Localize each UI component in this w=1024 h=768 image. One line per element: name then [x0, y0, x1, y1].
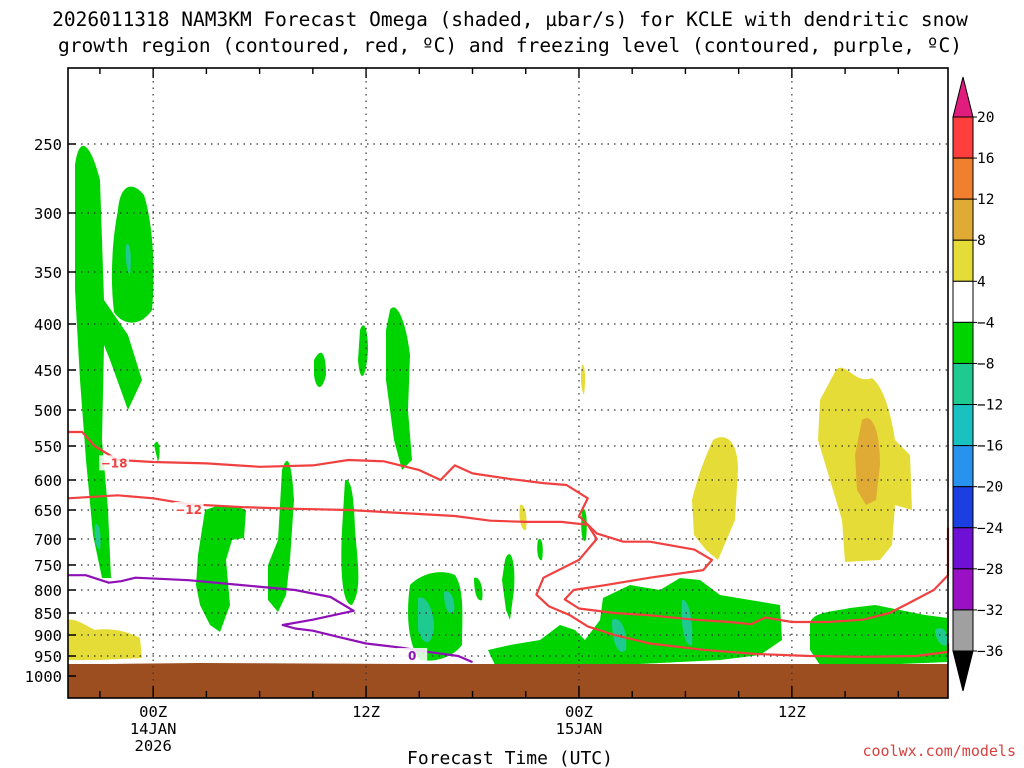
omega-area-green-10: [408, 572, 463, 661]
omega-area-orange-1: [855, 418, 880, 505]
x-axis-title: Forecast Time (UTC): [407, 748, 613, 768]
y-tick-label: 1000: [25, 668, 62, 686]
omega-area-yellow-5: [519, 504, 527, 531]
omega-area-green-1: [75, 145, 142, 578]
y-tick-label: 250: [34, 136, 62, 154]
plot-frame: [67, 67, 949, 699]
colorbar-tick-label: 8: [977, 233, 986, 249]
y-tick-label: 900: [34, 627, 62, 645]
contour-label-bg: [173, 502, 204, 517]
x-tick-label: 14JAN: [130, 720, 177, 738]
omega-area-green-13: [537, 538, 543, 561]
colorbar-segment: [952, 527, 974, 570]
dotted-gridlines: [68, 68, 948, 698]
omega-area-green-11: [474, 577, 483, 601]
colorbar-top-arrow: [952, 76, 974, 118]
omega-area-yellow-4: [580, 364, 586, 395]
y-tick-label: 750: [34, 557, 62, 575]
colorbar-tick-label: −28: [977, 562, 1003, 578]
y-tick-label: 800: [34, 582, 62, 600]
contour-line-0: [68, 430, 950, 626]
colorbar-tick-label: 16: [977, 151, 994, 167]
x-tick-label: 00Z: [139, 703, 167, 721]
plot-area: −18 −12 0: [67, 67, 950, 699]
contour-line-2: [68, 574, 473, 664]
chart-title-line-1: 2026011318 NAM3KM Forecast Omega (shaded…: [52, 8, 968, 31]
x-tick-label: 15JAN: [556, 720, 603, 738]
omega-area-yellow-1: [68, 619, 142, 660]
omega-area-green-3: [154, 441, 160, 462]
colorbar-tick-label: −4: [977, 315, 995, 331]
omega-area-green-8: [386, 307, 412, 470]
omega-area-teal-1: [125, 244, 131, 275]
colorbar-tick-label: −20: [977, 480, 1003, 496]
omega-area-green-4: [196, 505, 246, 632]
source-credit: coolwx.com/models: [862, 742, 1016, 760]
x-tick-label: 00Z: [565, 703, 593, 721]
colorbar-segment: [952, 116, 974, 159]
colorbar-segment: [952, 239, 974, 282]
y-tick-label: 450: [34, 362, 62, 380]
y-tick-label: 400: [34, 316, 62, 334]
omega-area-green-6: [314, 352, 326, 388]
omega-area-yellow-2: [692, 437, 738, 560]
colorbar-segment: [952, 445, 974, 488]
y-tick-label: 650: [34, 502, 62, 520]
omega-area-teal-4: [444, 591, 455, 614]
ground-top-edge: [68, 663, 948, 672]
omega-area-teal-6: [681, 599, 693, 646]
y-tick-label: 350: [34, 264, 62, 282]
omega-area-teal-3: [418, 597, 434, 643]
contour-line-1: [67, 494, 950, 658]
y-axis-pressure-ticks: 250 300 350 400 450 500 550 600 650 700 750 800 850 9…: [25, 136, 76, 686]
x-tick-label: 2026: [134, 737, 171, 755]
y-tick-label: 600: [34, 472, 62, 490]
omega-shading: [68, 145, 948, 666]
x-tick-label: 12Z: [778, 703, 806, 721]
colorbar-tick-label: −36: [977, 644, 1003, 660]
omega-area-green-7: [358, 325, 368, 377]
colorbar-segment: [952, 486, 974, 529]
contour-label-bg: [397, 648, 428, 663]
omega-area-green-15: [488, 578, 782, 666]
colorbar-segment: [952, 157, 974, 200]
y-tick-label: 550: [34, 438, 62, 456]
colorbar-segment: [952, 404, 974, 447]
colorbar-tick-label: −32: [977, 603, 1003, 619]
omega-area-teal-2: [94, 524, 101, 550]
colorbar-tick-label: 4: [977, 274, 986, 290]
y-tick-label: 950: [34, 648, 62, 666]
y-tick-label: 300: [34, 205, 62, 223]
colorbar-segment: [952, 362, 974, 406]
colorbar-tick-label: −24: [977, 521, 1003, 537]
omega-area-green-5: [268, 461, 294, 612]
colorbar-tick-label: 12: [977, 192, 994, 208]
omega-area-green-2: [111, 186, 154, 323]
colorbar-tick-label: −12: [977, 398, 1003, 414]
chart-title-line-2: growth region (contoured, red, ºC) and f…: [58, 34, 962, 57]
y-tick-label: 500: [34, 402, 62, 420]
colorbar-tick-label: 20: [977, 110, 994, 126]
contour-label: 0: [408, 649, 416, 663]
colorbar-segment: [952, 280, 974, 323]
colorbar-segment: [952, 198, 974, 241]
y-tick-label: 700: [34, 531, 62, 549]
omega-area-teal-7: [935, 628, 948, 646]
omega-area-green-12: [502, 554, 515, 620]
colorbar-bottom-arrow: [952, 650, 974, 692]
colorbar-segment: [952, 568, 974, 611]
contour-label: −18: [101, 456, 128, 470]
colorbar-segment: [952, 321, 974, 364]
x-tick-label: 12Z: [352, 703, 380, 721]
colorbar-tick-label: −16: [977, 439, 1003, 455]
contour-label-bg: [99, 455, 130, 471]
colorbar-legend: 20 16 12 8 4 −4 −8 −12 −16 −20 −24 −28 −32 −36: [952, 76, 1003, 692]
temperature-contours: −18 −12 0: [67, 430, 950, 664]
contour-label: −12: [175, 503, 202, 517]
y-tick-label: 850: [34, 605, 62, 623]
colorbar-segment: [952, 609, 974, 652]
colorbar-tick-label: −8: [977, 356, 994, 372]
